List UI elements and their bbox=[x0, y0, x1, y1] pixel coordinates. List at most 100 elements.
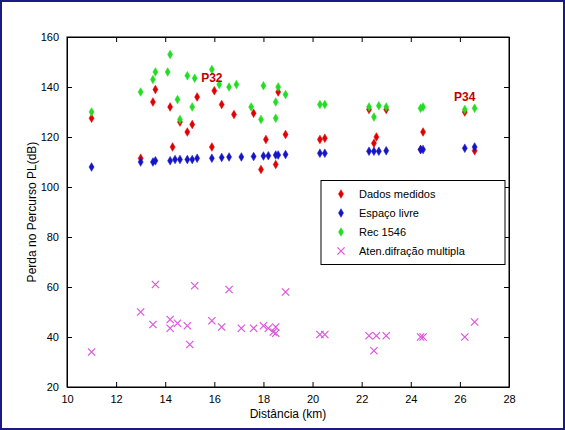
tick bbox=[504, 87, 509, 88]
tick-mark bbox=[313, 382, 314, 387]
point bbox=[272, 330, 279, 337]
point bbox=[367, 103, 372, 112]
tick-mark bbox=[411, 382, 412, 387]
x-axis: 10121416182022242628 bbox=[61, 382, 515, 405]
tick-mark bbox=[504, 287, 509, 288]
legend-marker bbox=[338, 209, 343, 218]
point bbox=[167, 325, 174, 332]
legend-label: Rec 1546 bbox=[359, 226, 406, 238]
tick: 24 bbox=[405, 382, 417, 405]
point bbox=[265, 325, 272, 332]
point bbox=[195, 93, 200, 102]
point bbox=[89, 163, 94, 172]
tick-mark bbox=[116, 382, 117, 387]
series bbox=[89, 143, 477, 172]
tick: 40 bbox=[47, 331, 72, 343]
point bbox=[186, 341, 193, 348]
series bbox=[89, 85, 477, 174]
point bbox=[317, 149, 322, 158]
tick-mark bbox=[411, 37, 412, 42]
tick-label: 160 bbox=[41, 31, 59, 43]
tick: 16 bbox=[209, 382, 221, 405]
tick: 14 bbox=[160, 382, 172, 405]
annotation: P34 bbox=[454, 90, 476, 104]
point bbox=[421, 145, 426, 154]
point bbox=[249, 103, 254, 112]
point bbox=[185, 71, 190, 80]
tick: 60 bbox=[47, 281, 72, 293]
point bbox=[190, 103, 195, 112]
tick-mark bbox=[67, 187, 72, 188]
tick-mark bbox=[67, 137, 72, 138]
legend-label: Dados medidos bbox=[359, 188, 436, 200]
point bbox=[376, 147, 381, 156]
tick-label: 60 bbox=[47, 281, 59, 293]
point bbox=[89, 108, 94, 117]
tick-label: 12 bbox=[110, 393, 122, 405]
point bbox=[471, 318, 478, 325]
legend-marker bbox=[338, 190, 343, 199]
y-axis-title: Perda no Percurso PL(dB) bbox=[25, 142, 39, 283]
tick bbox=[362, 37, 363, 42]
tick bbox=[411, 37, 412, 42]
point bbox=[212, 86, 217, 95]
plot: 1012141618202224262820406080100120140160… bbox=[41, 31, 516, 405]
tick-mark bbox=[263, 382, 264, 387]
series bbox=[89, 50, 477, 124]
point bbox=[282, 288, 289, 295]
point bbox=[322, 100, 327, 109]
figure: 1012141618202224262820406080100120140160… bbox=[0, 0, 565, 430]
point bbox=[208, 317, 215, 324]
point bbox=[261, 81, 266, 90]
point bbox=[227, 83, 232, 92]
point bbox=[185, 155, 190, 164]
point bbox=[190, 120, 195, 129]
legend: Dados medidosEspaço livreRec 1546Aten.di… bbox=[321, 181, 505, 265]
point bbox=[266, 151, 271, 160]
tick-label: 140 bbox=[41, 81, 59, 93]
tick-mark bbox=[504, 137, 509, 138]
point bbox=[273, 114, 278, 123]
tick-label: 28 bbox=[503, 393, 515, 405]
tick bbox=[116, 37, 117, 42]
point bbox=[177, 155, 182, 164]
tick-mark bbox=[116, 37, 117, 42]
point bbox=[168, 50, 173, 59]
tick-mark bbox=[67, 237, 72, 238]
tick-label: 20 bbox=[307, 393, 319, 405]
point bbox=[462, 105, 467, 114]
point bbox=[462, 144, 467, 153]
tick: 26 bbox=[454, 382, 466, 405]
point bbox=[317, 100, 322, 109]
point bbox=[219, 100, 224, 109]
tick bbox=[313, 37, 314, 42]
point bbox=[174, 320, 181, 327]
point bbox=[472, 143, 477, 152]
point bbox=[263, 135, 268, 144]
point bbox=[376, 101, 381, 110]
tick-label: 120 bbox=[41, 131, 59, 143]
point bbox=[138, 88, 143, 97]
point bbox=[273, 98, 278, 107]
point bbox=[238, 325, 245, 332]
plot-frame bbox=[67, 37, 509, 387]
point bbox=[225, 286, 232, 293]
point bbox=[250, 325, 257, 332]
point bbox=[149, 321, 156, 328]
tick: 18 bbox=[258, 382, 270, 405]
point bbox=[371, 147, 376, 156]
point bbox=[373, 332, 380, 339]
point bbox=[234, 80, 239, 89]
x-axis-top bbox=[68, 37, 510, 42]
point bbox=[150, 98, 155, 107]
point bbox=[322, 134, 327, 143]
point bbox=[231, 110, 236, 119]
point bbox=[191, 282, 198, 289]
tick-mark bbox=[67, 287, 72, 288]
point bbox=[137, 308, 144, 315]
legend-label: Espaço livre bbox=[359, 207, 419, 219]
point bbox=[258, 165, 263, 174]
legend-marker bbox=[338, 228, 343, 237]
tick-mark bbox=[214, 37, 215, 42]
tick-mark bbox=[504, 337, 509, 338]
